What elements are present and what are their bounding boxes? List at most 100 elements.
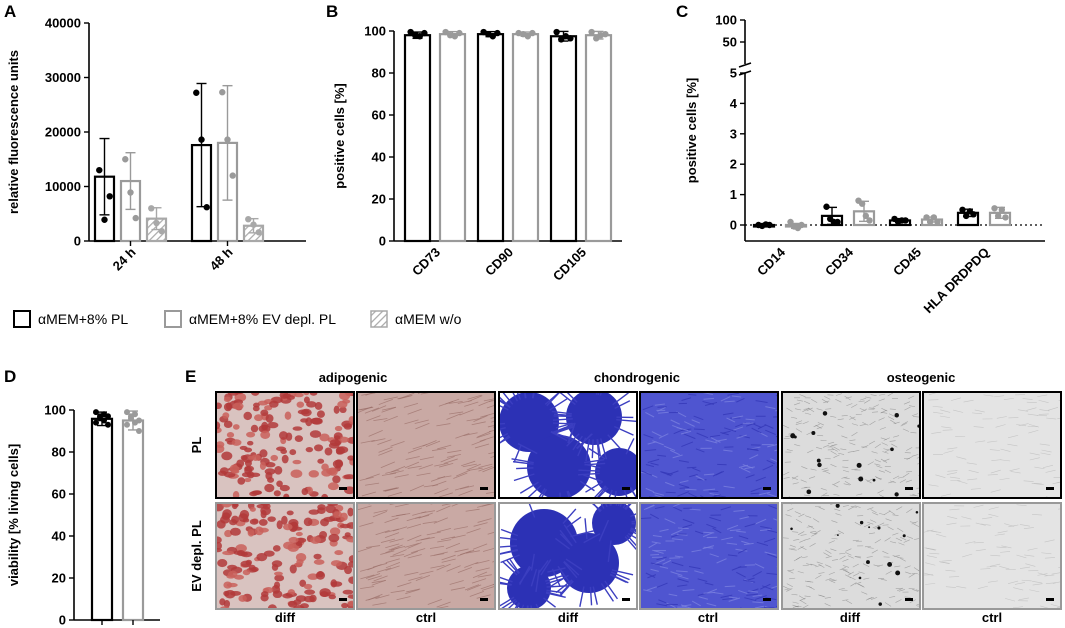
micrograph-frame <box>498 391 638 499</box>
cell-fiber <box>818 506 825 510</box>
micrograph-frame <box>215 502 355 610</box>
cell-fiber <box>1027 547 1038 551</box>
data-point <box>902 217 909 224</box>
cell-fiber <box>855 413 862 416</box>
cell-fiber <box>897 476 904 479</box>
cell-fiber <box>645 504 655 510</box>
cell-fiber <box>863 563 870 567</box>
micrograph-frame <box>356 502 496 610</box>
mineral-deposit <box>894 413 899 418</box>
cell-fiber <box>678 460 689 463</box>
cell-fiber <box>696 432 709 439</box>
cell-fiber <box>468 395 483 402</box>
cell-fiber <box>723 485 735 489</box>
chondro-spike <box>501 392 514 405</box>
cell-fiber <box>775 409 778 412</box>
chondro-spike <box>559 580 574 595</box>
cell-fiber <box>671 538 684 541</box>
cell-fiber <box>763 537 776 543</box>
cell-fiber <box>433 517 449 524</box>
mineral-deposit <box>793 435 797 439</box>
cell-fiber <box>818 572 825 574</box>
cell-fiber <box>1008 524 1019 528</box>
cell-fiber <box>990 489 1001 493</box>
micrograph-osteo-pl <box>782 392 920 498</box>
header-adipogenic: adipogenic <box>319 370 388 385</box>
cell-fiber <box>441 558 456 563</box>
cell-fiber <box>898 542 905 546</box>
cell-fiber <box>811 398 818 403</box>
cell-fiber <box>671 561 684 567</box>
cell-fiber <box>704 582 714 586</box>
cell-fiber <box>931 431 942 434</box>
cell-fiber <box>795 420 803 424</box>
lipid-droplet <box>274 571 283 576</box>
cell-fiber <box>422 521 437 524</box>
cell-fiber <box>678 483 689 488</box>
lipid-droplet <box>221 503 233 508</box>
cell-fiber <box>652 440 664 446</box>
cell-fiber <box>924 547 935 551</box>
cell-fiber <box>894 565 901 568</box>
cell-fiber <box>878 398 885 402</box>
cell-fiber <box>874 539 881 544</box>
cell-fiber <box>480 412 495 418</box>
cell-fiber <box>867 521 874 525</box>
chondro-spike <box>583 474 603 483</box>
cell-fiber <box>810 532 817 535</box>
chondro-spike <box>563 524 577 544</box>
lipid-droplet <box>238 595 247 602</box>
cell-fiber <box>830 415 837 418</box>
cell-fiber <box>733 426 744 431</box>
cell-fiber <box>791 593 798 596</box>
lipid-droplet <box>295 553 307 562</box>
cell-fiber <box>807 581 814 583</box>
cell-fiber <box>929 552 940 555</box>
cell-fiber <box>851 404 858 408</box>
cell-fiber <box>658 599 668 604</box>
cell-fiber <box>404 419 419 425</box>
cell-fiber <box>912 454 919 457</box>
cell-fiber <box>851 423 859 426</box>
chondro-spike <box>613 425 634 436</box>
cell-fiber <box>712 471 723 477</box>
lipid-droplet <box>335 446 345 455</box>
cell-fiber <box>874 459 882 463</box>
col-label-3: diff <box>558 610 579 625</box>
chondro-spike <box>559 580 574 597</box>
cell-fiber <box>946 522 957 525</box>
micrograph-osteo-ctrl-pl <box>923 392 1061 498</box>
cell-fiber <box>860 408 868 413</box>
cell-fiber <box>411 548 426 554</box>
cell-fiber <box>824 596 831 599</box>
cell-fiber <box>829 579 836 584</box>
cell-fiber <box>387 491 402 497</box>
cell-fiber <box>738 589 748 595</box>
cell-fiber <box>758 491 771 496</box>
cell-fiber <box>905 471 913 473</box>
lipid-droplet <box>348 576 354 584</box>
cell-fiber <box>390 545 406 551</box>
cell-fiber <box>795 556 803 561</box>
cell-fiber <box>863 577 870 580</box>
cell-fiber <box>864 399 871 404</box>
y-tick-label: 20 <box>52 571 66 586</box>
lipid-droplet <box>216 441 225 449</box>
data-point <box>132 411 138 418</box>
chondro-spike <box>516 392 522 400</box>
cell-fiber <box>868 532 876 535</box>
chondro-spike <box>499 422 506 425</box>
cell-fiber <box>702 400 714 405</box>
chondro-spike <box>614 490 617 498</box>
chondro-spike <box>626 534 637 548</box>
chondro-spike <box>499 427 506 431</box>
cell-fiber <box>851 432 858 437</box>
chart-c-negative-markers: 0 1 2 3 4 5 50 100 positive cells [%] CD14 CD34 CD4… <box>684 13 1045 316</box>
chondro-spike <box>563 560 580 576</box>
cell-fiber <box>814 505 822 508</box>
cell-fiber <box>691 549 702 553</box>
cell-fiber <box>987 580 999 583</box>
cell-fiber <box>652 549 664 554</box>
data-point <box>153 219 160 227</box>
cell-fiber <box>709 516 722 522</box>
